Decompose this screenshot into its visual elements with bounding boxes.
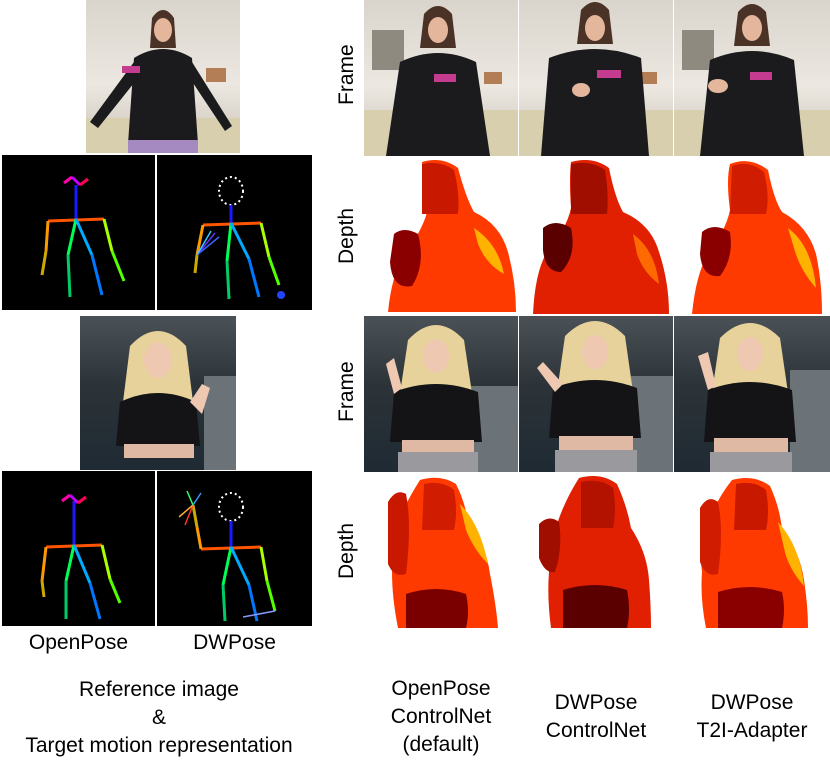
reference-image-top [86,0,240,153]
left-caption-line1: Reference image [79,678,239,701]
frame-top-dwpose-controlnet [519,0,673,156]
column-caption-dwpose-t2i-adapter-line1: DWPose [710,691,794,714]
depth-top-dwpose-t2i-adapter [674,158,830,314]
depth-bottom-dwpose-t2i-adapter [674,474,830,628]
left-caption-line2: & [151,706,166,729]
openpose-map-top [2,155,155,310]
column-caption-openpose-controlnet-line3: (default) [402,733,480,756]
openpose-label: OpenPose [28,631,129,654]
column-caption-dwpose-controlnet-line1: DWPose [554,691,638,714]
row-label-depth-top: Depth [335,207,358,264]
column-caption-openpose-controlnet-line2: ControlNet [390,705,492,728]
reference-image-bottom [80,316,236,470]
depth-bottom-openpose-controlnet [364,474,518,628]
frame-top-openpose-controlnet [364,0,518,156]
dwpose-label: DWPose [193,631,276,654]
frame-bottom-dwpose-controlnet [519,316,673,472]
frame-top-dwpose-t2i-adapter [674,0,830,156]
left-caption-line3: Target motion representation [25,734,293,757]
row-label-depth-bottom: Depth [335,522,358,579]
reference-person-bottom [116,331,236,470]
depth-top-dwpose-controlnet [519,158,673,314]
dwpose-map-bottom [157,471,312,626]
depth-top-openpose-controlnet [364,158,518,314]
frame-bottom-dwpose-t2i-adapter [674,316,830,472]
depth-bottom-dwpose-controlnet [519,474,673,628]
openpose-map-bottom [2,471,155,626]
dwpose-map-top [157,155,312,310]
reference-person-top [86,10,240,153]
row-label-frame-top: Frame [335,44,358,105]
frame-bottom-openpose-controlnet [364,316,518,472]
column-caption-dwpose-t2i-adapter-line2: T2I-Adapter [696,719,808,742]
column-caption-dwpose-controlnet-line2: ControlNet [545,719,647,742]
column-caption-openpose-controlnet-line1: OpenPose [391,677,491,700]
row-label-frame-bottom: Frame [335,361,358,422]
